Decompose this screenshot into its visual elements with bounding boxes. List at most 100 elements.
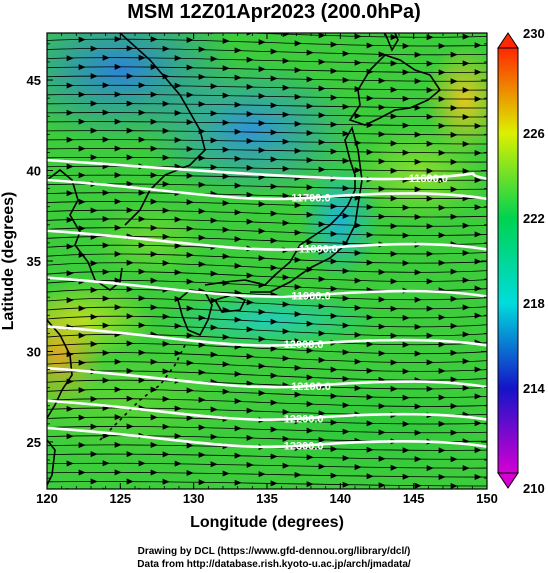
wind-arrow: [426, 60, 434, 67]
wind-arrow: [162, 396, 170, 403]
wind-arrow: [162, 154, 170, 161]
streamline: [47, 192, 487, 199]
wind-arrow: [318, 463, 326, 470]
wind-arrow: [186, 278, 194, 285]
wind-arrow: [162, 45, 170, 52]
wind-arrow: [127, 18, 134, 24]
wind-arrow: [366, 473, 374, 480]
wind-arrow: [90, 207, 98, 214]
wind-arrow: [270, 102, 278, 109]
wind-arrow: [246, 272, 254, 279]
wind-arrow: [379, 25, 386, 31]
wind-arrow: [462, 277, 470, 284]
contour-labels: 11600.0 11700.0 11800.0 11900.0 12000.0 12100…: [284, 173, 448, 453]
wind-arrow: [66, 190, 74, 197]
x-axis-ticks: 120 125 130 135 140 145 150: [36, 33, 498, 506]
wind-arrow: [342, 349, 350, 356]
wind-arrow: [78, 172, 86, 179]
contour-label: 12000.0: [284, 339, 324, 351]
wind-arrow: [294, 311, 302, 318]
wind-arrow: [402, 69, 410, 76]
wind-arrow: [462, 331, 470, 338]
wind-arrow: [462, 87, 470, 94]
wind-arrow: [378, 213, 386, 220]
wind-arrow: [282, 33, 290, 38]
wind-arrow: [282, 220, 290, 227]
wind-arrow: [198, 208, 206, 215]
wind-arrow: [150, 442, 158, 449]
wind-arrow: [282, 462, 290, 469]
wind-arrow: [210, 406, 218, 413]
wind-arrow: [162, 313, 170, 320]
contour-line: [47, 178, 487, 201]
wind-arrow: [150, 414, 158, 421]
wind-arrow: [354, 277, 362, 284]
contour-line: [47, 325, 487, 347]
wind-arrow: [174, 323, 182, 330]
wind-arrow: [294, 391, 302, 398]
wind-arrow: [330, 366, 338, 373]
wind-arrow: [366, 394, 374, 401]
wind-arrow: [426, 113, 434, 120]
wind-arrow: [186, 414, 194, 421]
wind-arrow: [330, 419, 338, 426]
wind-arrow: [102, 216, 110, 223]
wind-arrow: [402, 232, 410, 239]
coastline-korea: [47, 168, 123, 291]
wind-arrow: [78, 359, 86, 366]
wind-arrow: [138, 377, 146, 384]
wind-arrow: [318, 330, 326, 337]
wind-arrow: [126, 286, 134, 293]
wind-arrow: [414, 350, 422, 357]
wind-arrow: [342, 322, 350, 329]
wind-arrow: [450, 403, 458, 410]
wind-arrow: [114, 304, 122, 311]
streamline: [47, 297, 487, 310]
wind-arrow: [354, 304, 362, 311]
wind-arrow: [150, 198, 158, 205]
wind-arrow: [462, 249, 470, 256]
wind-arrow: [414, 456, 422, 463]
wind-arrow: [354, 167, 362, 174]
wind-arrow: [114, 414, 122, 421]
wind-arrow: [258, 471, 266, 478]
height-contours: [47, 158, 487, 449]
wind-arrow: [186, 387, 194, 394]
wind-arrow: [450, 131, 458, 138]
wind-arrow: [114, 441, 122, 448]
wind-arrow: [366, 149, 374, 156]
wind-arrow: [330, 258, 338, 265]
wind-arrow: [138, 82, 146, 89]
wind-arrow: [222, 388, 230, 395]
wind-arrow: [318, 112, 326, 119]
wind-arrow: [438, 341, 446, 348]
colorbar-body: [497, 47, 519, 474]
wind-arrow: [474, 177, 482, 184]
wind-arrow: [342, 268, 350, 275]
contour-line: [47, 426, 487, 449]
coastline-china: [47, 319, 73, 419]
wind-arrow: [427, 492, 434, 498]
wind-arrow: [378, 403, 386, 410]
wind-arrow: [78, 64, 86, 71]
wind-arrow: [354, 464, 362, 471]
wind-arrow: [414, 296, 422, 303]
wind-arrow: [414, 403, 422, 410]
wind-arrow: [366, 367, 374, 374]
wind-arrow: [102, 242, 110, 249]
wind-arrow: [282, 328, 290, 335]
colorbar-tick-label: 222: [523, 211, 545, 226]
wind-arrow: [186, 469, 194, 476]
wind-arrow: [474, 42, 482, 49]
wind-arrow: [306, 427, 314, 434]
wind-arrow: [306, 103, 314, 110]
wind-arrow: [450, 213, 458, 220]
wind-arrow: [390, 223, 398, 230]
coastline-sakhalin: [384, 33, 399, 52]
wind-arrow: [463, 492, 470, 498]
wind-arrow: [438, 474, 446, 481]
wind-arrow: [342, 157, 350, 164]
colorbar-tick-label: 214: [523, 381, 545, 396]
wind-arrow: [330, 68, 338, 75]
wind-arrow: [366, 314, 374, 321]
